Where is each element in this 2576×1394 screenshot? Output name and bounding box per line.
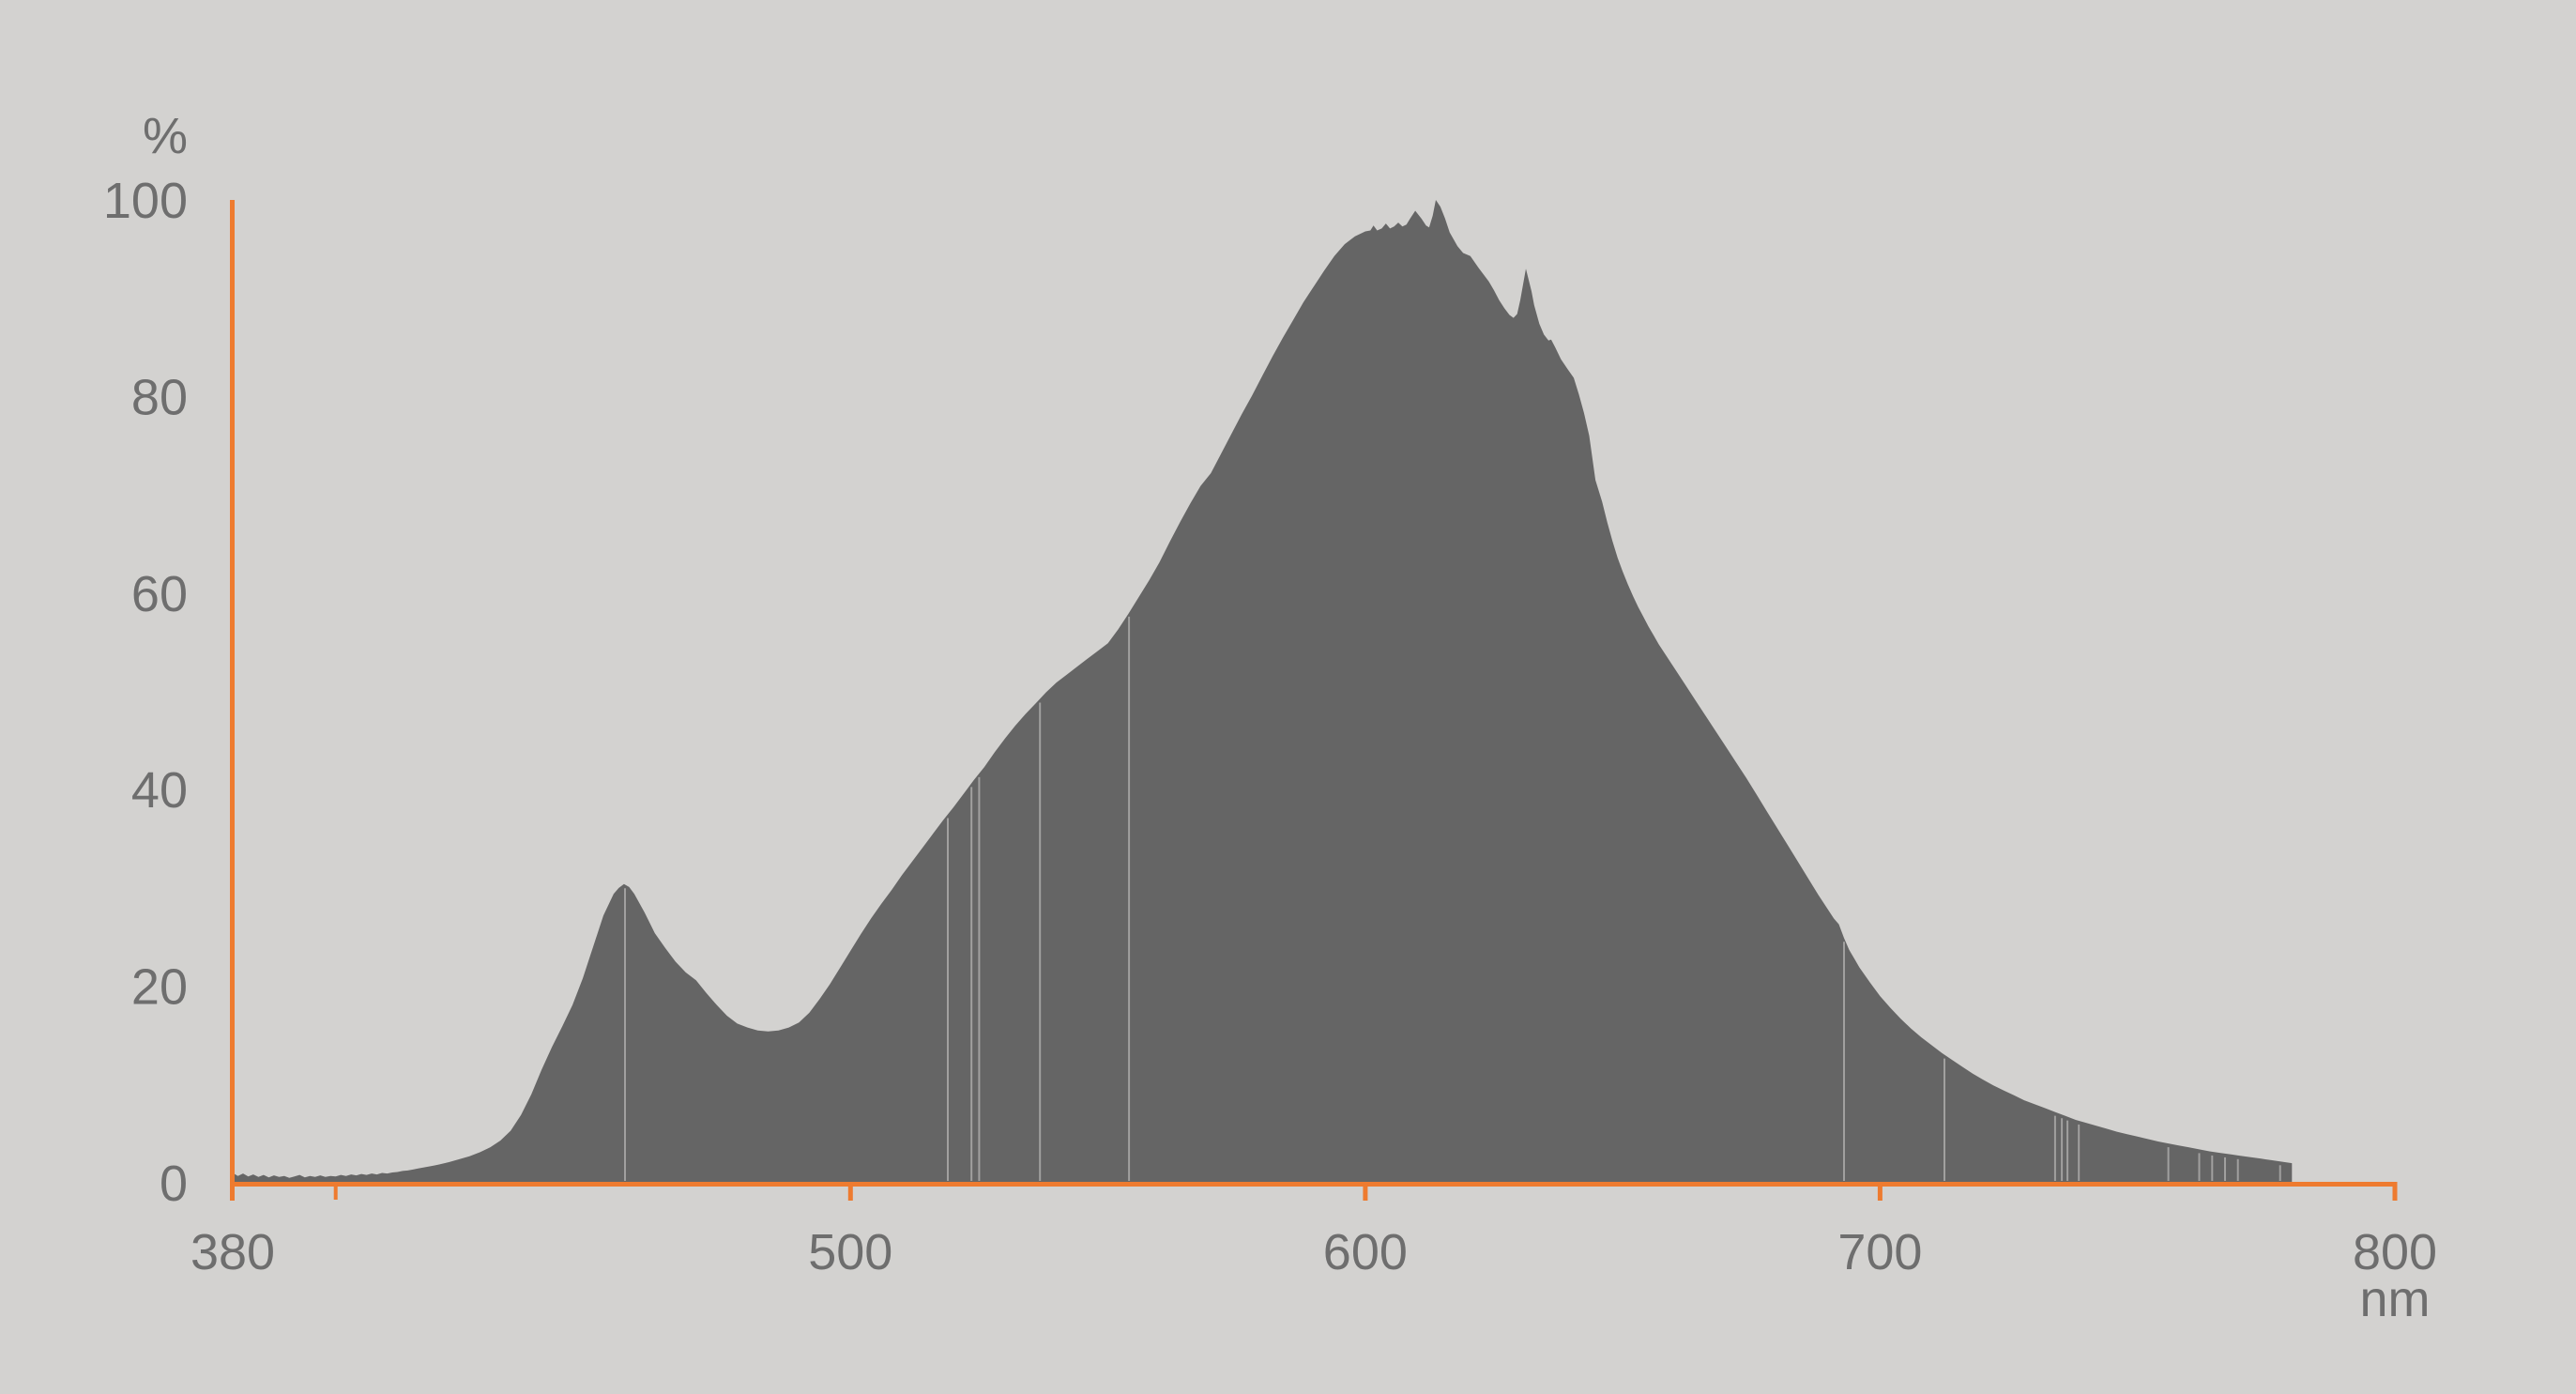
y-tick-label: 40 xyxy=(131,762,188,819)
y-tick-label: 0 xyxy=(160,1156,188,1212)
x-axis-unit-label: nm xyxy=(2359,1271,2430,1327)
spectrum-area xyxy=(233,200,2293,1182)
y-axis-unit-label: % xyxy=(143,108,188,164)
y-tick-label: 60 xyxy=(131,566,188,622)
axis-ticks xyxy=(333,1184,2398,1201)
x-tick-label: 700 xyxy=(1837,1224,1922,1280)
axis-tick-labels: 0 20 40 60 80 100 380 500 600 700 800 xyxy=(103,173,2437,1280)
y-tick-label: 20 xyxy=(131,959,188,1016)
y-tick-label: 100 xyxy=(103,173,188,229)
x-tick-label: 600 xyxy=(1323,1224,1408,1280)
x-tick-label: 800 xyxy=(2353,1224,2437,1280)
y-tick-label: 80 xyxy=(131,369,188,425)
striation-lines xyxy=(624,616,2281,1181)
x-tick-label: 500 xyxy=(808,1224,892,1280)
x-tick-label: 380 xyxy=(191,1224,275,1280)
